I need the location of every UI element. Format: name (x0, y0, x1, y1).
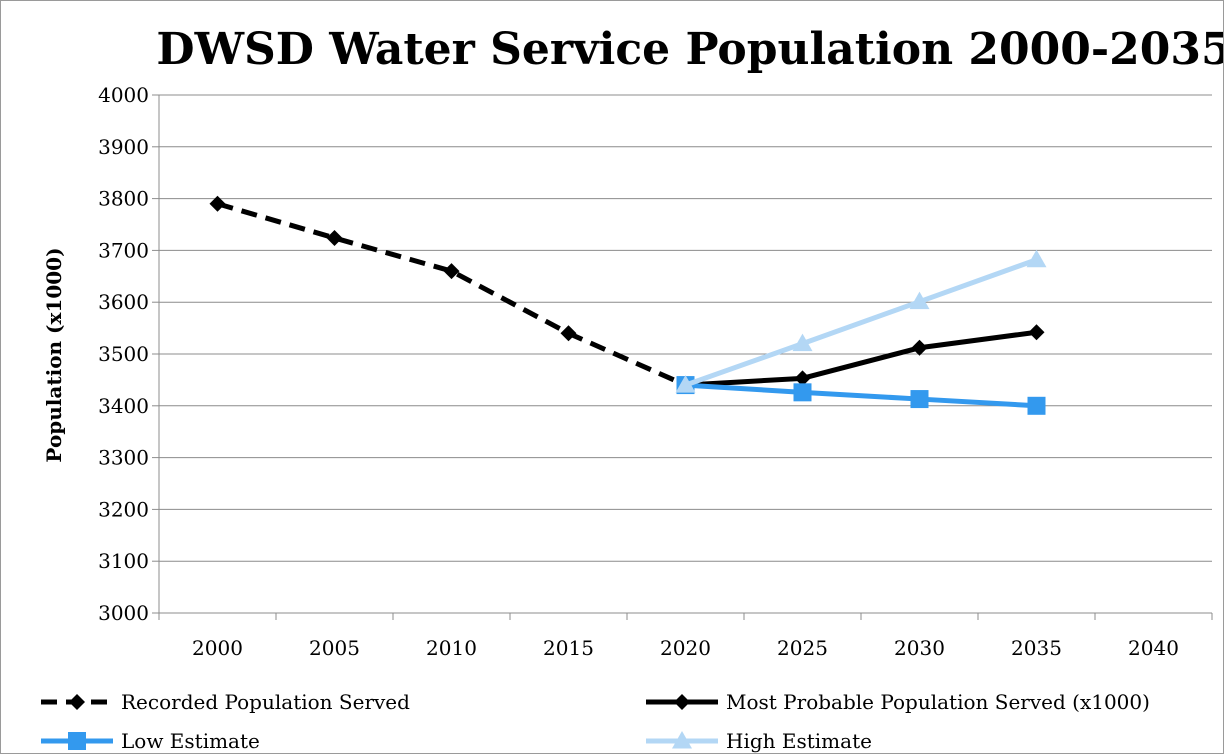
legend-label: Recorded Population Served (121, 690, 410, 714)
y-tick-label: 3800 (98, 187, 149, 211)
y-tick-label: 3900 (98, 135, 149, 159)
x-tick-labels: 2000 2005 2010 2015 2020 2025 2030 2035 2040 (192, 636, 1179, 660)
y-tick-label: 3200 (98, 497, 149, 521)
data-point (327, 230, 343, 246)
y-tick-label: 3300 (98, 446, 149, 470)
series (210, 196, 1047, 415)
x-tick-label: 2020 (660, 636, 711, 660)
series-high-estimate (676, 250, 1047, 393)
y-axis-label: Population (x1000) (42, 247, 66, 462)
y-tick-label: 3600 (98, 290, 149, 314)
x-tick-label: 2035 (1011, 636, 1062, 660)
y-tick-label: 3400 (98, 394, 149, 418)
y-tick-label: 3000 (98, 601, 149, 625)
x-tick-label: 2000 (192, 636, 243, 660)
x-tick-label: 2015 (543, 636, 594, 660)
legend-item: Low Estimate (41, 729, 260, 753)
legend-item: Most Probable Population Served (x1000) (646, 690, 1150, 714)
legend-item: High Estimate (646, 729, 872, 753)
series-line (686, 385, 1037, 406)
data-point (912, 340, 928, 356)
legend-item: Recorded Population Served (41, 690, 410, 714)
axes (152, 95, 1212, 620)
x-tick-label: 2040 (1128, 636, 1179, 660)
chart-title: DWSD Water Service Population 2000-2035 (156, 24, 1223, 75)
x-tick-label: 2010 (426, 636, 477, 660)
y-tick-label: 3500 (98, 342, 149, 366)
series-most-probable-population-served-x1000 (678, 324, 1045, 393)
y-tick-label: 4000 (98, 83, 149, 107)
legend-label: Most Probable Population Served (x1000) (726, 690, 1150, 714)
y-tick-labels: 3000 3100 3200 3300 3400 3500 3600 3700 3800 3900… (98, 83, 149, 625)
legend: Recorded Population Served Most Probable … (41, 690, 1150, 753)
y-tick-label: 3100 (98, 549, 149, 573)
series-recorded-population-served (210, 196, 694, 393)
series-line (686, 332, 1037, 385)
series-line (218, 204, 686, 385)
legend-label: Low Estimate (121, 729, 260, 753)
data-point (794, 383, 812, 401)
x-tick-label: 2005 (309, 636, 360, 660)
x-tick-label: 2025 (777, 636, 828, 660)
data-point (1029, 324, 1045, 340)
data-point (1028, 397, 1046, 415)
legend-label: High Estimate (726, 729, 872, 753)
series-line (686, 260, 1037, 385)
gridlines (159, 95, 1212, 613)
data-point (911, 390, 929, 408)
legend-swatch-marker (68, 732, 86, 750)
legend-swatch-marker (674, 694, 690, 710)
legend-swatch-marker (69, 694, 85, 710)
data-point (1027, 250, 1047, 268)
x-tick-label: 2030 (894, 636, 945, 660)
data-point (561, 325, 577, 341)
y-tick-label: 3700 (98, 238, 149, 262)
